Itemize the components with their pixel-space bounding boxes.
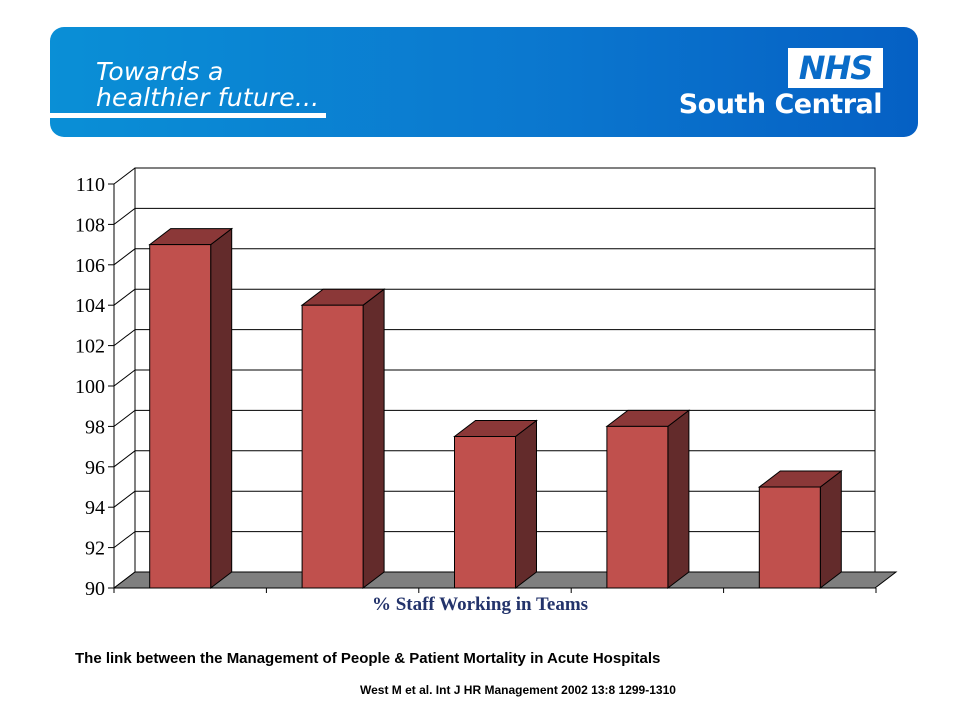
- y-tick-label: 108: [75, 214, 105, 236]
- gridline-depth: [113, 450, 136, 468]
- gridline-depth: [113, 531, 136, 548]
- y-tick-label: 96: [85, 457, 105, 479]
- tagline: Towards a healthier future...: [96, 59, 319, 111]
- chart-bars: [148, 227, 843, 590]
- gridline-depth: [113, 167, 136, 185]
- bar-side: [362, 288, 385, 590]
- bar-side: [667, 409, 690, 590]
- gridline-depth: [113, 248, 136, 266]
- bar: [148, 227, 234, 590]
- y-tick-label: 104: [75, 295, 105, 317]
- caption: The link between the Management of Peopl…: [75, 650, 661, 667]
- gridline-depth: [113, 369, 136, 387]
- bar-front: [758, 486, 821, 589]
- bar-front: [301, 304, 364, 589]
- bar-side: [515, 419, 537, 590]
- gridline-depth: [113, 288, 136, 306]
- bar-front: [454, 436, 516, 589]
- bar-front: [606, 425, 669, 589]
- y-tick-label: 92: [85, 538, 105, 560]
- tagline-underline: [50, 113, 326, 118]
- y-axis-ticks: 90 92 94 96 98 100 102 104 106 108 110: [75, 174, 114, 600]
- gridline-depth: [113, 329, 136, 346]
- y-tick-label: 94: [85, 497, 105, 519]
- header-banner: Towards a healthier future... NHS South …: [50, 27, 918, 137]
- bar: [453, 419, 538, 590]
- y-tick-label: 98: [85, 416, 105, 438]
- bar-front: [149, 244, 212, 589]
- nhs-logo: NHS: [788, 48, 883, 88]
- gridline-depth: [113, 208, 136, 225]
- gridline-depth: [113, 490, 136, 508]
- bar: [757, 469, 843, 590]
- gridline-depth: [113, 410, 136, 427]
- y-tick-label: 102: [75, 336, 105, 358]
- citation: West M et al. Int J HR Management 2002 1…: [360, 683, 676, 697]
- bar-side: [819, 469, 842, 590]
- bar-side: [210, 227, 233, 590]
- y-tick-label: 90: [85, 578, 105, 600]
- bar: [300, 288, 386, 590]
- y-tick-label: 100: [75, 376, 105, 398]
- y-tick-label: 110: [76, 174, 105, 196]
- nhs-logo-text: NHS: [798, 49, 874, 87]
- y-tick-label: 106: [75, 255, 105, 277]
- region-name: South Central: [678, 89, 883, 120]
- x-axis-label: % Staff Working in Teams: [371, 594, 589, 615]
- tagline-line-2: healthier future...: [96, 83, 320, 112]
- bar: [605, 409, 691, 590]
- tagline-line-1: Towards a: [96, 57, 224, 86]
